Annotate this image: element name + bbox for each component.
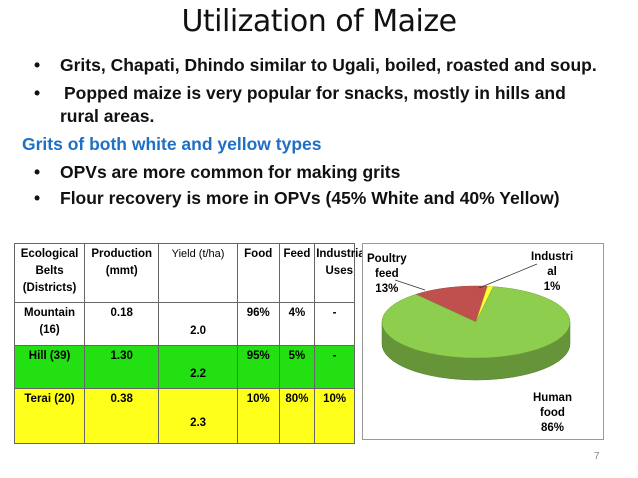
pie-slice-poultry-feed: [415, 285, 488, 323]
slide-title: Utilization of Maize: [181, 4, 457, 39]
cell-belt: Terai (20): [13, 388, 86, 444]
cell-yield: 2.2: [158, 345, 238, 389]
pie-chart-svg: [381, 263, 571, 381]
bullet-item: • Flour recovery is more in OPVs (45% Wh…: [34, 187, 560, 209]
yield-value: 2.0: [190, 324, 207, 337]
bullet-dot: •: [34, 162, 41, 182]
header-food: Food: [236, 243, 280, 303]
cell-production: 1.30: [84, 345, 160, 389]
leader-line-industrial: [478, 263, 538, 289]
pie-label-human: Human food 86%: [533, 392, 572, 434]
bullet-text: OPVs are more common for making grits: [60, 162, 401, 182]
bullet-dot: •: [34, 55, 41, 75]
yield-value: 2.3: [190, 416, 207, 429]
pie-slice-human-food: [381, 286, 571, 359]
yield-value: 2.2: [190, 367, 207, 380]
bullet-item: • Grits, Chapati, Dhindo similar to Ugal…: [34, 54, 597, 76]
cell-industrial: -: [314, 302, 355, 346]
bullet-dot: •: [34, 188, 41, 208]
pie-label-industrial: Industri al 1%: [531, 251, 574, 293]
bullet-item: • OPVs are more common for making grits: [34, 161, 401, 183]
cell-feed: 5%: [278, 345, 316, 389]
cell-food: 95%: [236, 345, 280, 389]
cell-belt: Mountain (16): [13, 302, 86, 346]
header-yield: Yield (t/ha): [158, 243, 238, 303]
subheading: Grits of both white and yellow types: [22, 134, 322, 154]
pie-label-poultry: Poultry feed 13%: [367, 253, 407, 295]
table-row: Mountain (16) 0.18 2.0 96% 4% -: [13, 302, 355, 346]
bullet-item: • Popped maize is very popular for snack…: [34, 82, 566, 104]
cell-food: 10%: [236, 388, 280, 444]
cell-feed: 80%: [278, 388, 316, 444]
cell-yield: 2.3: [158, 388, 238, 444]
bullet-text: Flour recovery is more in OPVs (45% Whit…: [60, 188, 560, 208]
cell-food: 96%: [236, 302, 280, 346]
header-feed: Feed: [278, 243, 316, 303]
utilization-pie-chart: Poultry feed 13% Industri al 1% Human food 86%: [362, 243, 604, 440]
table-row: Terai (20) 0.38 2.3 10% 80% 10%: [13, 388, 355, 444]
page-number: 7: [594, 451, 600, 462]
bullet-continuation: rural areas.: [60, 106, 155, 126]
header-ecological-belts: Ecological Belts (Districts): [13, 243, 86, 303]
cell-industrial: -: [314, 345, 355, 389]
header-industrial-uses: Industrial Uses: [314, 243, 368, 303]
bullet-text: Popped maize is very popular for snacks,…: [64, 83, 566, 103]
cell-production: 0.18: [84, 302, 160, 346]
cell-yield: 2.0: [158, 302, 238, 346]
header-production: Production (mmt): [84, 243, 160, 303]
maize-utilization-table: Ecological Belts (Districts) Production …: [13, 243, 368, 444]
cell-feed: 4%: [278, 302, 316, 346]
bullet-text: Grits, Chapati, Dhindo similar to Ugali,…: [60, 55, 597, 75]
leader-line-poultry: [394, 279, 426, 291]
cell-belt: Hill (39): [13, 345, 86, 389]
cell-production: 0.38: [84, 388, 160, 444]
table-header-row: Ecological Belts (Districts) Production …: [13, 243, 368, 303]
bullet-dot: •: [34, 83, 41, 103]
cell-industrial: 10%: [314, 388, 355, 444]
table-row: Hill (39) 1.30 2.2 95% 5% -: [13, 345, 355, 389]
